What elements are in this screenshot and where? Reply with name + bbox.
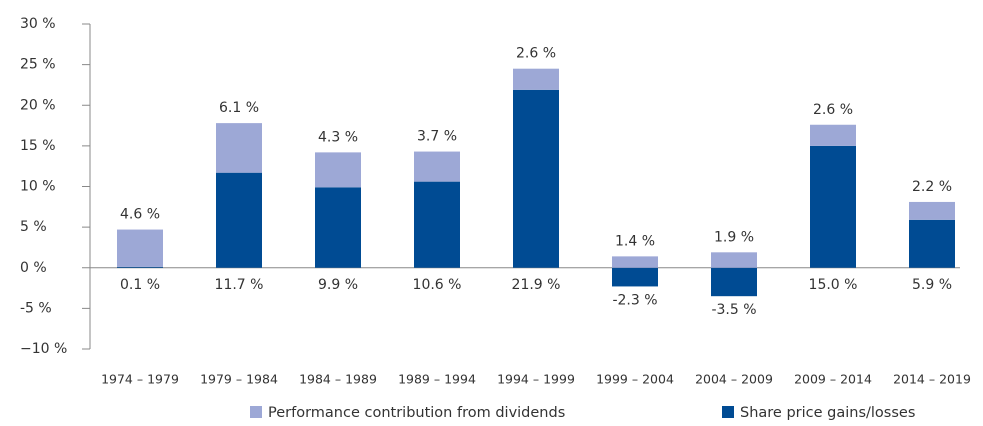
data-label: 1.4 % bbox=[615, 233, 655, 249]
data-label: 3.7 % bbox=[417, 129, 457, 145]
x-tick-label: 1994 – 1999 bbox=[497, 372, 575, 387]
y-tick-label: 5 % bbox=[20, 219, 47, 235]
legend-label: Performance contribution from dividends bbox=[268, 405, 565, 421]
x-tick-label: 2009 – 2014 bbox=[794, 372, 872, 387]
y-tick-label: −10 % bbox=[20, 341, 67, 357]
bar-segment bbox=[414, 151, 460, 182]
legend-label: Share price gains/losses bbox=[740, 405, 915, 421]
legend-swatch bbox=[722, 406, 734, 418]
x-tick-label: 1999 – 2004 bbox=[596, 372, 674, 387]
x-tick-label: 1989 – 1994 bbox=[398, 372, 476, 387]
data-label: 10.6 % bbox=[413, 277, 462, 293]
y-tick-label: -5 % bbox=[20, 300, 52, 316]
bar-segment bbox=[909, 201, 955, 220]
x-tick-label: 1979 – 1984 bbox=[200, 372, 278, 387]
bar-segment bbox=[612, 256, 658, 268]
x-tick-label: 2014 – 2019 bbox=[893, 372, 971, 387]
data-label: 5.9 % bbox=[912, 277, 952, 293]
bar-segment bbox=[117, 266, 163, 268]
data-label: 0.1 % bbox=[120, 277, 160, 293]
bar-segment bbox=[810, 124, 856, 146]
data-label: 9.9 % bbox=[318, 277, 358, 293]
bar-segment bbox=[711, 252, 757, 268]
bar-segment bbox=[216, 123, 262, 173]
data-label: -2.3 % bbox=[612, 292, 657, 308]
x-tick-label: 2004 – 2009 bbox=[695, 372, 773, 387]
data-label: 15.0 % bbox=[809, 277, 858, 293]
data-label: 2.6 % bbox=[813, 102, 853, 118]
bar-segment bbox=[315, 152, 361, 188]
bar-segment bbox=[513, 89, 559, 268]
y-tick-label: 15 % bbox=[20, 138, 56, 154]
bar-segment bbox=[909, 219, 955, 268]
bar-segment bbox=[315, 187, 361, 268]
y-tick-label: 30 % bbox=[20, 16, 56, 32]
bar-segment bbox=[117, 229, 163, 267]
data-label: -3.5 % bbox=[711, 302, 756, 318]
data-label: 6.1 % bbox=[219, 100, 259, 116]
y-tick-label: 20 % bbox=[20, 97, 56, 113]
y-tick-label: 10 % bbox=[20, 179, 56, 195]
data-label: 2.6 % bbox=[516, 46, 556, 62]
bar-segment bbox=[711, 267, 757, 297]
y-tick-label: 25 % bbox=[20, 57, 56, 73]
bar-segment bbox=[414, 181, 460, 268]
data-label: 21.9 % bbox=[512, 277, 561, 293]
bar-segment bbox=[513, 68, 559, 90]
data-label: 11.7 % bbox=[215, 277, 264, 293]
bar-segment bbox=[612, 267, 658, 287]
x-tick-label: 1974 – 1979 bbox=[101, 372, 179, 387]
bar-segment bbox=[216, 172, 262, 268]
data-label: 4.6 % bbox=[120, 207, 160, 223]
data-label: 4.3 % bbox=[318, 129, 358, 145]
data-label: 2.2 % bbox=[912, 179, 952, 195]
y-tick-label: 0 % bbox=[20, 260, 47, 276]
data-label: 1.9 % bbox=[714, 229, 754, 245]
legend-swatch bbox=[250, 406, 262, 418]
x-tick-label: 1984 – 1989 bbox=[299, 372, 377, 387]
bar-segment bbox=[810, 145, 856, 268]
